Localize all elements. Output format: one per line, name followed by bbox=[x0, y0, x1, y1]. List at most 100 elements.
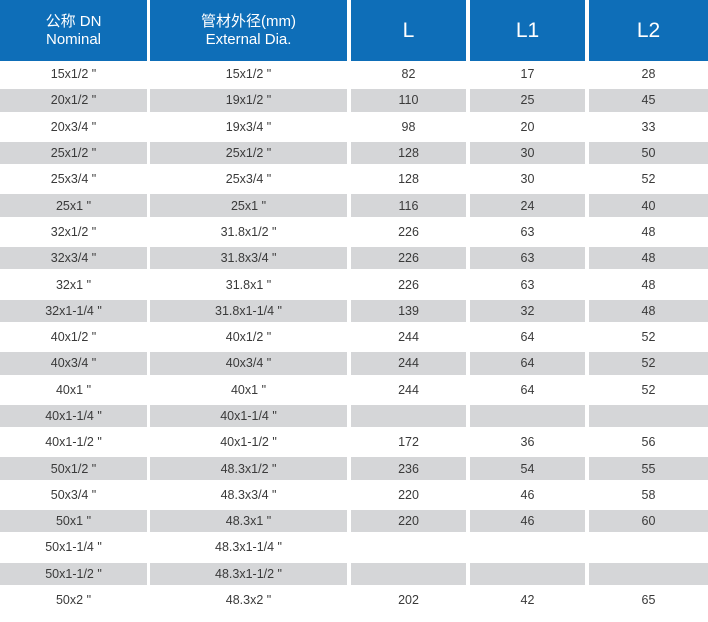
cell-l1: 64 bbox=[520, 382, 535, 397]
cell-external-dia: 31.8x1 " bbox=[225, 277, 272, 292]
cell-l2: 50 bbox=[589, 141, 708, 165]
table-row: 20x3/4 " 19x3/4 " 98 20 33 bbox=[0, 114, 708, 140]
cell-l1: 32 bbox=[470, 299, 585, 322]
cell-nominal: 40x1/2 " bbox=[50, 330, 97, 345]
cell-external-dia: 25x1 " bbox=[150, 194, 347, 217]
cell-nominal: 32x1/2 " bbox=[50, 224, 97, 239]
cell-l: 244 bbox=[398, 330, 419, 345]
cell-l: 128 bbox=[351, 141, 466, 165]
cell-l bbox=[351, 562, 466, 585]
cell-l1: 20 bbox=[520, 119, 535, 134]
cell-l2: 28 bbox=[641, 67, 656, 82]
cell-nominal: 40x1 " bbox=[55, 382, 92, 397]
table-row: 32x3/4 " 31.8x3/4 " 226 63 48 bbox=[0, 245, 708, 271]
cell-l: 226 bbox=[398, 224, 419, 239]
cell-nominal: 25x3/4 " bbox=[50, 172, 97, 187]
cell-external-dia: 40x1-1/2 " bbox=[220, 435, 277, 450]
cell-l2: 56 bbox=[641, 435, 656, 450]
header-l-label: L bbox=[402, 18, 415, 42]
cell-external-dia: 48.3x2 " bbox=[225, 593, 272, 608]
cell-l2 bbox=[589, 562, 708, 585]
table-row: 25x3/4 " 25x3/4 " 128 30 52 bbox=[0, 166, 708, 192]
table-row: 25x1 " 25x1 " 116 24 40 bbox=[0, 192, 708, 218]
cell-nominal: 20x1/2 " bbox=[0, 89, 147, 112]
table-row: 50x3/4 " 48.3x3/4 " 220 46 58 bbox=[0, 482, 708, 508]
cell-l2: 52 bbox=[641, 172, 656, 187]
cell-l1: 64 bbox=[520, 330, 535, 345]
cell-l2: 48 bbox=[641, 224, 656, 239]
cell-nominal: 40x3/4 " bbox=[0, 352, 147, 375]
cell-l2: 52 bbox=[641, 330, 656, 345]
cell-l bbox=[351, 536, 466, 558]
cell-l2: 33 bbox=[641, 119, 656, 134]
table-row: 40x3/4 " 40x3/4 " 244 64 52 bbox=[0, 350, 708, 376]
table-row: 40x1/2 " 40x1/2 " 244 64 52 bbox=[0, 324, 708, 350]
cell-l2: 60 bbox=[589, 510, 708, 533]
cell-external-dia: 31.8x1-1/4 " bbox=[150, 299, 347, 322]
cell-l1 bbox=[470, 536, 585, 558]
cell-l: 244 bbox=[398, 382, 419, 397]
cell-l: 220 bbox=[398, 487, 419, 502]
cell-l: 220 bbox=[351, 510, 466, 533]
table-row: 15x1/2 " 15x1/2 " 82 17 28 bbox=[0, 61, 708, 87]
cell-nominal: 40x1-1/4 " bbox=[0, 404, 147, 428]
cell-l: 236 bbox=[351, 457, 466, 480]
table-row: 32x1-1/4 " 31.8x1-1/4 " 139 32 48 bbox=[0, 298, 708, 324]
cell-l1: 46 bbox=[470, 510, 585, 533]
cell-l1: 17 bbox=[520, 67, 535, 82]
cell-l2: 65 bbox=[641, 593, 656, 608]
cell-l1: 24 bbox=[470, 194, 585, 217]
cell-l: 82 bbox=[401, 67, 416, 82]
header-nominal-cn: 公称 DN bbox=[45, 12, 102, 30]
cell-nominal: 25x1 " bbox=[0, 194, 147, 217]
header-l2-label: L2 bbox=[636, 18, 661, 42]
cell-l: 128 bbox=[398, 172, 419, 187]
cell-l2: 55 bbox=[589, 457, 708, 480]
header-nominal: 公称 DN Nominal bbox=[0, 0, 147, 61]
cell-l2: 52 bbox=[589, 352, 708, 375]
cell-external-dia: 31.8x3/4 " bbox=[150, 247, 347, 270]
cell-l: 110 bbox=[351, 89, 466, 112]
cell-l1: 25 bbox=[470, 89, 585, 112]
cell-nominal: 50x1/2 " bbox=[0, 457, 147, 480]
cell-nominal: 40x1-1/2 " bbox=[45, 435, 102, 450]
cell-l1: 36 bbox=[520, 435, 535, 450]
table-row: 40x1 " 40x1 " 244 64 52 bbox=[0, 377, 708, 403]
cell-l2 bbox=[589, 536, 708, 558]
cell-nominal: 32x3/4 " bbox=[0, 247, 147, 270]
cell-l: 244 bbox=[351, 352, 466, 375]
header-diameter-cn: 管材外径(mm) bbox=[201, 12, 296, 30]
table-row: 50x1/2 " 48.3x1/2 " 236 54 55 bbox=[0, 455, 708, 481]
header-l1-label: L1 bbox=[515, 18, 540, 42]
cell-l1 bbox=[470, 404, 585, 428]
cell-external-dia: 40x1-1/4 " bbox=[150, 404, 347, 428]
cell-external-dia: 25x1/2 " bbox=[150, 141, 347, 165]
header-l: L bbox=[351, 0, 466, 61]
cell-l: 202 bbox=[398, 593, 419, 608]
cell-l1: 54 bbox=[470, 457, 585, 480]
header-l1: L1 bbox=[470, 0, 585, 61]
cell-l1 bbox=[470, 562, 585, 585]
cell-nominal: 50x1 " bbox=[0, 510, 147, 533]
cell-l1: 46 bbox=[520, 487, 535, 502]
cell-external-dia: 40x3/4 " bbox=[150, 352, 347, 375]
cell-nominal: 32x1 " bbox=[55, 277, 92, 292]
cell-l1: 30 bbox=[470, 141, 585, 165]
cell-l1: 42 bbox=[520, 593, 535, 608]
cell-nominal: 15x1/2 " bbox=[50, 67, 97, 82]
cell-external-dia: 48.3x3/4 " bbox=[220, 487, 277, 502]
cell-l: 98 bbox=[401, 119, 416, 134]
cell-external-dia: 48.3x1/2 " bbox=[150, 457, 347, 480]
cell-l: 226 bbox=[351, 247, 466, 270]
table-row: 50x1-1/2 " 48.3x1-1/2 " bbox=[0, 561, 708, 587]
table-row: 40x1-1/4 " 40x1-1/4 " bbox=[0, 403, 708, 429]
cell-external-dia: 19x3/4 " bbox=[225, 119, 272, 134]
cell-l2: 40 bbox=[589, 194, 708, 217]
cell-l: 116 bbox=[351, 194, 466, 217]
cell-l2: 48 bbox=[641, 277, 656, 292]
table-row: 40x1-1/2 " 40x1-1/2 " 172 36 56 bbox=[0, 429, 708, 455]
cell-l1: 63 bbox=[470, 247, 585, 270]
table-body: 15x1/2 " 15x1/2 " 82 17 28 20x1/2 " 19x1/2 " 11… bbox=[0, 61, 708, 613]
header-nominal-en: Nominal bbox=[45, 30, 102, 48]
table-row: 32x1 " 31.8x1 " 226 63 48 bbox=[0, 271, 708, 297]
